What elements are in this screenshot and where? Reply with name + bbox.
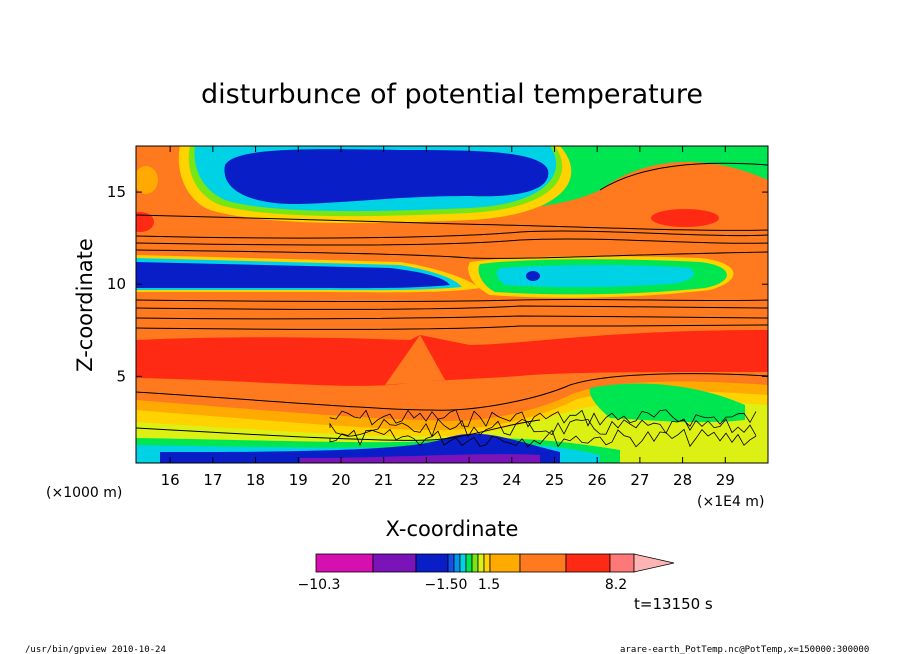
colorbar-segment xyxy=(477,553,485,573)
colorbar-segment xyxy=(565,553,611,573)
x-tick-label: 25 xyxy=(545,471,564,489)
x-tick-label: 22 xyxy=(417,471,436,489)
colorbar-segment xyxy=(415,553,449,573)
left-amber-patch xyxy=(136,166,158,194)
upper-blue-blob xyxy=(224,149,549,205)
x-tick-label: 16 xyxy=(161,471,180,489)
colorbar-segment xyxy=(465,553,473,573)
colorbar-segment xyxy=(315,553,374,573)
mid-blue-left xyxy=(136,262,450,289)
x-tick-label: 19 xyxy=(289,471,308,489)
y-axis: 5 10 15 xyxy=(107,183,768,385)
colorbar-segment xyxy=(489,553,521,573)
lower-right-green xyxy=(589,383,745,423)
time-label: t=13150 s xyxy=(634,595,713,613)
x-tick-label: 23 xyxy=(460,471,479,489)
colorbar-segment xyxy=(459,553,467,573)
x-tick-label: 17 xyxy=(203,471,222,489)
y-tick-label: 5 xyxy=(116,367,126,385)
colorbar-segment xyxy=(609,553,635,573)
x-tick-label: 18 xyxy=(246,471,265,489)
y-axis-label: Z-coordinate xyxy=(73,238,97,372)
chart-title: disturbunce of potential temperature xyxy=(201,79,703,110)
plot-area: 16 17 18 19 20 21 22 23 24 25 26 27 28 29 5 10 15 xyxy=(107,145,769,489)
x-tick-label: 26 xyxy=(588,471,607,489)
x-tick-label: 28 xyxy=(673,471,692,489)
colorbar-segment xyxy=(453,553,461,573)
noisy-contours xyxy=(329,409,757,448)
colorbar-label: −1.50 xyxy=(425,577,468,593)
orange-intrusion xyxy=(385,335,445,385)
surface-purple xyxy=(300,454,540,463)
contour-field xyxy=(136,146,768,463)
x-tick-label: 27 xyxy=(630,471,649,489)
plot-frame xyxy=(135,145,769,464)
colorbar: −10.3 −1.50 1.5 8.2 xyxy=(298,553,675,593)
x-axis-label: X-coordinate xyxy=(386,517,519,541)
x-unit-right: (×1E4 m) xyxy=(697,494,764,510)
x-tick-label: 24 xyxy=(502,471,521,489)
x-tick-label: 20 xyxy=(331,471,350,489)
colorbar-extend xyxy=(633,553,675,573)
footer-right: arare-earth_PotTemp.nc@PotTemp,x=150000:… xyxy=(620,645,869,654)
colorbar-label: −10.3 xyxy=(298,577,341,593)
colorbar-segment xyxy=(471,553,479,573)
colorbar-segment xyxy=(483,553,491,573)
x-tick-label: 29 xyxy=(716,471,735,489)
left-red-patch xyxy=(136,212,154,232)
colorbar-segment xyxy=(447,553,455,573)
x-axis: 16 17 18 19 20 21 22 23 24 25 26 27 28 29 xyxy=(161,146,735,489)
x-tick-label: 21 xyxy=(374,471,393,489)
mid-blue-dot xyxy=(526,271,540,281)
colorbar-label: 8.2 xyxy=(605,577,627,593)
y-tick-label: 10 xyxy=(107,275,126,293)
mid-red-band xyxy=(136,330,768,386)
y-tick-label: 15 xyxy=(107,183,126,201)
colorbar-label: 1.5 xyxy=(478,577,500,593)
upper-red-patch xyxy=(651,209,719,227)
colorbar-segment xyxy=(519,553,567,573)
footer-left: /usr/bin/gpview 2010-10-24 xyxy=(25,645,166,654)
mid-cyan-right xyxy=(496,265,694,288)
contour-lines xyxy=(136,162,768,441)
colorbar-segment xyxy=(372,553,417,573)
x-unit-left: (×1000 m) xyxy=(46,485,122,501)
